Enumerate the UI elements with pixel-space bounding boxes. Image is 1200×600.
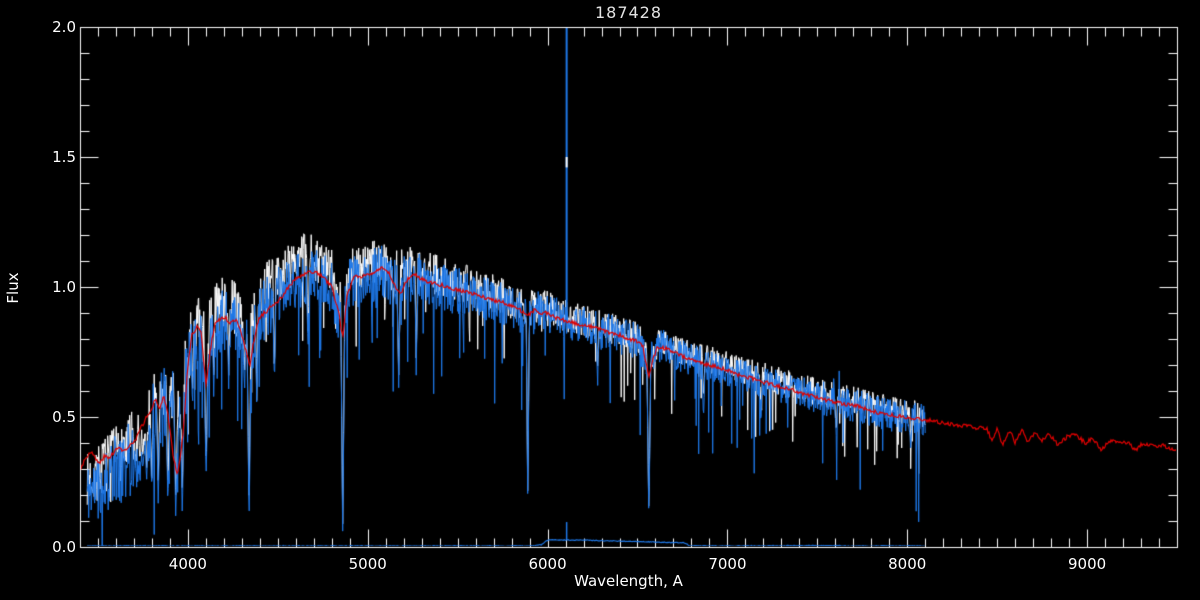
y-tick-label: 0.0: [52, 538, 76, 556]
x-tick-label: 6000: [528, 555, 567, 573]
y-tick-label: 1.5: [52, 148, 76, 166]
y-tick-label: 2.0: [52, 18, 76, 36]
x-tick-label: 4000: [168, 555, 207, 573]
x-tick-label: 7000: [708, 555, 747, 573]
x-tick-label: 9000: [1067, 555, 1107, 573]
y-tick-label: 0.5: [52, 408, 76, 426]
y-tick-label: 1.0: [52, 278, 76, 296]
plot-title: 187428: [594, 3, 663, 22]
x-axis-label: Wavelength, A: [574, 572, 683, 590]
x-tick-label: 5000: [348, 555, 387, 573]
y-axis-label: Flux: [4, 272, 22, 304]
x-tick-label: 8000: [888, 555, 927, 573]
